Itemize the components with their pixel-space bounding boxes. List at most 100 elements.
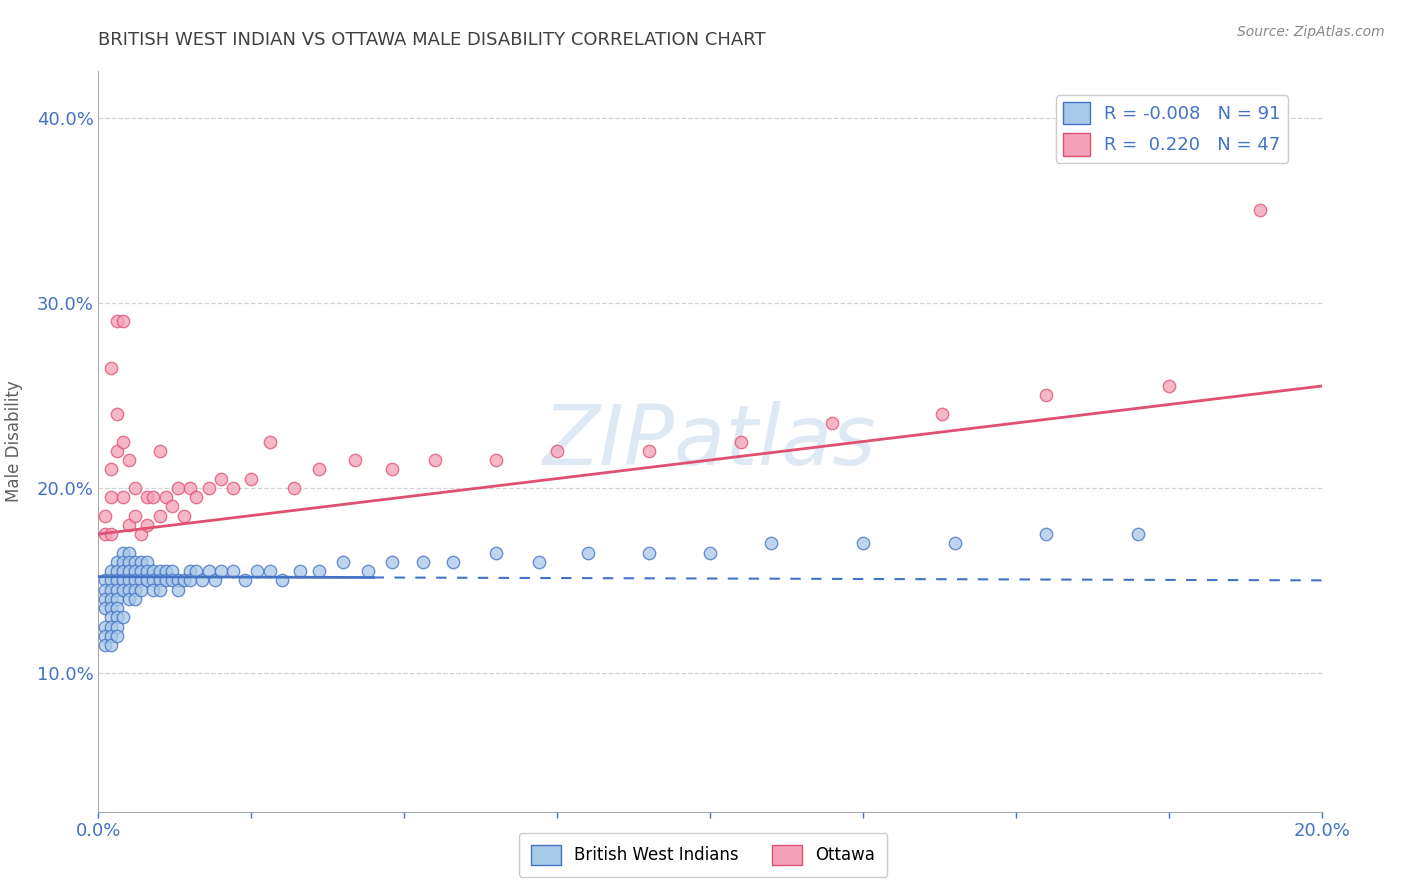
Point xyxy=(485,453,508,467)
Point xyxy=(259,564,281,578)
Point xyxy=(100,629,122,643)
Point xyxy=(136,490,159,504)
Point xyxy=(129,555,152,569)
Point xyxy=(943,536,966,550)
Point xyxy=(356,564,378,578)
Point xyxy=(100,527,122,541)
Point xyxy=(111,574,134,588)
Point xyxy=(93,574,115,588)
Point xyxy=(179,574,201,588)
Point xyxy=(105,582,128,597)
Point xyxy=(105,407,128,421)
Point xyxy=(111,545,134,560)
Point xyxy=(111,610,134,624)
Point xyxy=(240,471,263,485)
Point xyxy=(124,564,146,578)
Point xyxy=(283,481,305,495)
Point xyxy=(118,591,141,606)
Point xyxy=(209,471,232,485)
Point xyxy=(129,527,152,541)
Text: Source: ZipAtlas.com: Source: ZipAtlas.com xyxy=(1237,25,1385,39)
Point xyxy=(186,490,208,504)
Point xyxy=(332,555,354,569)
Point xyxy=(637,545,661,560)
Point xyxy=(344,453,367,467)
Point xyxy=(105,601,128,615)
Point xyxy=(149,564,172,578)
Point xyxy=(852,536,875,550)
Point xyxy=(105,591,128,606)
Point xyxy=(136,517,159,532)
Point xyxy=(124,481,146,495)
Point xyxy=(381,462,404,476)
Point xyxy=(637,443,661,458)
Point xyxy=(111,490,134,504)
Point xyxy=(730,434,752,449)
Point xyxy=(441,555,464,569)
Point xyxy=(100,582,122,597)
Legend: British West Indians, Ottawa: British West Indians, Ottawa xyxy=(519,833,887,877)
Point xyxy=(118,517,141,532)
Point xyxy=(105,564,128,578)
Text: ZIPatlas: ZIPatlas xyxy=(543,401,877,482)
Point xyxy=(1249,203,1271,218)
Point xyxy=(259,434,281,449)
Point xyxy=(308,462,330,476)
Point xyxy=(142,574,165,588)
Point xyxy=(149,508,172,523)
Point xyxy=(124,508,146,523)
Point xyxy=(100,610,122,624)
Point xyxy=(124,591,146,606)
Point xyxy=(100,601,122,615)
Point xyxy=(100,360,122,375)
Point xyxy=(270,574,292,588)
Point xyxy=(93,508,115,523)
Point xyxy=(118,582,141,597)
Point xyxy=(100,574,122,588)
Point xyxy=(173,508,195,523)
Point xyxy=(100,564,122,578)
Point xyxy=(423,453,446,467)
Point xyxy=(129,564,152,578)
Point xyxy=(155,564,177,578)
Point xyxy=(142,490,165,504)
Point xyxy=(197,481,219,495)
Point xyxy=(100,490,122,504)
Point xyxy=(118,453,141,467)
Point xyxy=(412,555,434,569)
Point xyxy=(124,555,146,569)
Point xyxy=(222,564,245,578)
Point xyxy=(308,564,330,578)
Point xyxy=(111,314,134,328)
Point xyxy=(111,434,134,449)
Point xyxy=(93,601,115,615)
Point xyxy=(222,481,245,495)
Point xyxy=(759,536,782,550)
Point xyxy=(179,481,201,495)
Point xyxy=(105,610,128,624)
Point xyxy=(93,629,115,643)
Point xyxy=(576,545,599,560)
Y-axis label: Male Disability: Male Disability xyxy=(4,381,22,502)
Point xyxy=(155,574,177,588)
Point xyxy=(546,443,568,458)
Point xyxy=(179,564,201,578)
Point xyxy=(290,564,312,578)
Point xyxy=(118,564,141,578)
Point xyxy=(111,555,134,569)
Point xyxy=(931,407,953,421)
Point xyxy=(93,591,115,606)
Point xyxy=(173,574,195,588)
Point xyxy=(167,481,190,495)
Point xyxy=(155,490,177,504)
Point xyxy=(167,582,190,597)
Point xyxy=(129,582,152,597)
Point xyxy=(233,574,256,588)
Point xyxy=(1035,388,1057,402)
Point xyxy=(142,582,165,597)
Point xyxy=(1157,379,1180,393)
Point xyxy=(100,462,122,476)
Point xyxy=(204,574,226,588)
Point xyxy=(160,574,183,588)
Point xyxy=(100,591,122,606)
